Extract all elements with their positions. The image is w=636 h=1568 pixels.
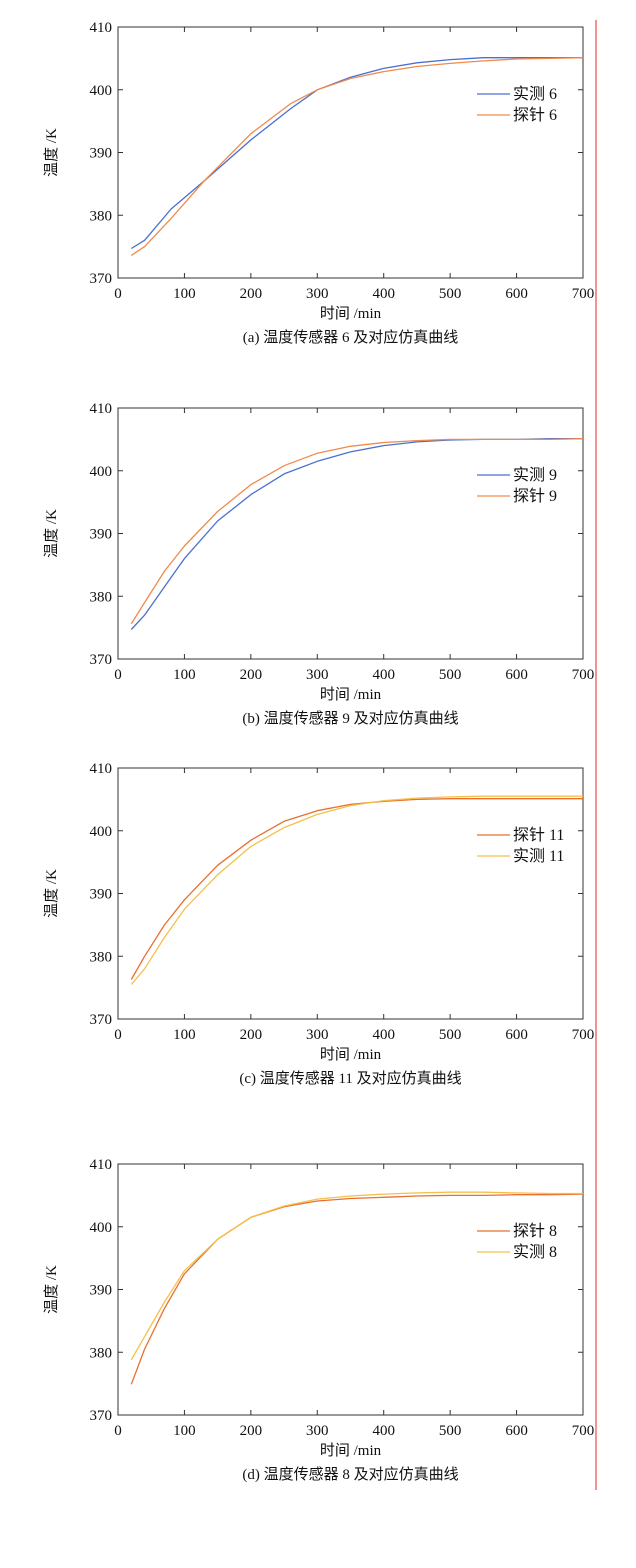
y-axis-label: 温度 /K: [43, 869, 60, 918]
legend-label: 实测 6: [513, 85, 557, 103]
legend-label: 实测 11: [513, 847, 564, 865]
y-axis-label: 温度 /K: [43, 1265, 60, 1314]
x-tick-label: 400: [372, 1423, 395, 1439]
x-tick-label: 700: [572, 1423, 595, 1439]
plot-frame: [117, 1163, 584, 1416]
y-tick-label: 410: [90, 20, 113, 36]
x-tick-label: 200: [240, 667, 263, 683]
x-tick-label: 300: [306, 667, 329, 683]
x-tick-label: 700: [572, 667, 595, 683]
chart-3: 0 100 200 300 400 500 600 700 370 380 390 400 410 时间 …: [43, 761, 594, 1087]
x-tick-label: 300: [306, 1423, 329, 1439]
y-tick-label: 410: [90, 761, 113, 777]
x-tick-label: 200: [240, 286, 263, 302]
chart-1: 0 100 200 300 400 500 600 700 370 380 390 400 410 时间 …: [43, 20, 594, 346]
x-tick-label: 0: [114, 1423, 122, 1439]
x-tick-label: 700: [572, 286, 595, 302]
legend-label: 探针 6: [513, 106, 557, 124]
legend-label: 探针 9: [513, 487, 557, 505]
y-tick-label: 370: [90, 652, 113, 668]
legend-label: 实测 8: [513, 1243, 557, 1261]
series-line-1: [130, 1193, 584, 1385]
y-tick-label: 380: [90, 208, 113, 224]
x-axis-label: 时间 /min: [320, 1442, 382, 1459]
chart-4: 0 100 200 300 400 500 600 700 370 380 390 400 410 时间 …: [43, 1157, 594, 1483]
y-tick-label: 390: [90, 1283, 113, 1299]
series-line-1: [130, 798, 583, 980]
x-tick-label: 700: [572, 1027, 595, 1043]
x-tick-label: 400: [372, 667, 395, 683]
y-tick-label: 410: [90, 1157, 113, 1173]
charts-group: 0 100 200 300 400 500 600 700 370 380 390 400 410 时间 …: [43, 20, 594, 1483]
x-tick-label: 600: [505, 1423, 528, 1439]
x-tick-label: 100: [173, 286, 196, 302]
y-tick-label: 380: [90, 949, 113, 965]
figure-caption: (c) 温度传感器 11 及对应仿真曲线: [239, 1069, 461, 1087]
y-tick-label: 370: [90, 271, 113, 287]
legend-label: 探针 8: [513, 1222, 557, 1240]
x-tick-label: 100: [173, 1423, 196, 1439]
x-tick-label: 600: [505, 667, 528, 683]
y-tick-label: 400: [90, 464, 113, 480]
x-tick-label: 0: [114, 667, 122, 683]
y-tick-label: 390: [90, 887, 113, 903]
x-tick-label: 400: [372, 286, 395, 302]
y-tick-label: 380: [90, 1345, 113, 1361]
y-tick-label: 390: [90, 146, 113, 162]
chart-2: 0 100 200 300 400 500 600 700 370 380 390 400 410 时间 …: [43, 401, 594, 727]
y-tick-label: 370: [90, 1408, 113, 1424]
y-tick-label: 410: [90, 401, 113, 417]
x-tick-label: 600: [505, 286, 528, 302]
series-line-2: [130, 795, 583, 985]
legend-label: 实测 9: [513, 466, 557, 484]
figure-caption: (b) 温度传感器 9 及对应仿真曲线: [242, 709, 458, 727]
x-tick-label: 600: [505, 1027, 528, 1043]
x-tick-label: 500: [439, 286, 462, 302]
x-tick-label: 200: [240, 1027, 263, 1043]
x-axis-label: 时间 /min: [320, 686, 382, 703]
y-tick-label: 400: [90, 824, 113, 840]
x-tick-label: 400: [372, 1027, 395, 1043]
x-tick-label: 0: [114, 1027, 122, 1043]
series-line-2: [130, 1191, 583, 1361]
figure-caption: (a) 温度传感器 6 及对应仿真曲线: [243, 328, 458, 346]
x-tick-label: 500: [439, 1423, 462, 1439]
x-tick-label: 0: [114, 286, 122, 302]
y-tick-label: 390: [90, 527, 113, 543]
x-axis-label: 时间 /min: [320, 305, 382, 322]
series-line-2: [130, 438, 584, 625]
x-tick-label: 100: [173, 1027, 196, 1043]
y-tick-label: 400: [90, 83, 113, 99]
y-tick-label: 400: [90, 1220, 113, 1236]
legend-label: 探针 11: [513, 826, 564, 844]
series-line-2: [130, 57, 584, 256]
x-tick-label: 500: [439, 1027, 462, 1043]
series-line-1: [130, 57, 583, 250]
y-tick-label: 370: [90, 1012, 113, 1028]
y-tick-label: 380: [90, 589, 113, 605]
plot-frame: [117, 26, 584, 279]
x-tick-label: 300: [306, 1027, 329, 1043]
y-axis-label: 温度 /K: [43, 128, 60, 177]
x-tick-label: 500: [439, 667, 462, 683]
x-axis-label: 时间 /min: [320, 1046, 382, 1063]
y-axis-label: 温度 /K: [43, 509, 60, 558]
x-tick-label: 300: [306, 286, 329, 302]
figure-caption: (d) 温度传感器 8 及对应仿真曲线: [242, 1465, 458, 1483]
x-tick-label: 100: [173, 667, 196, 683]
x-tick-label: 200: [240, 1423, 263, 1439]
